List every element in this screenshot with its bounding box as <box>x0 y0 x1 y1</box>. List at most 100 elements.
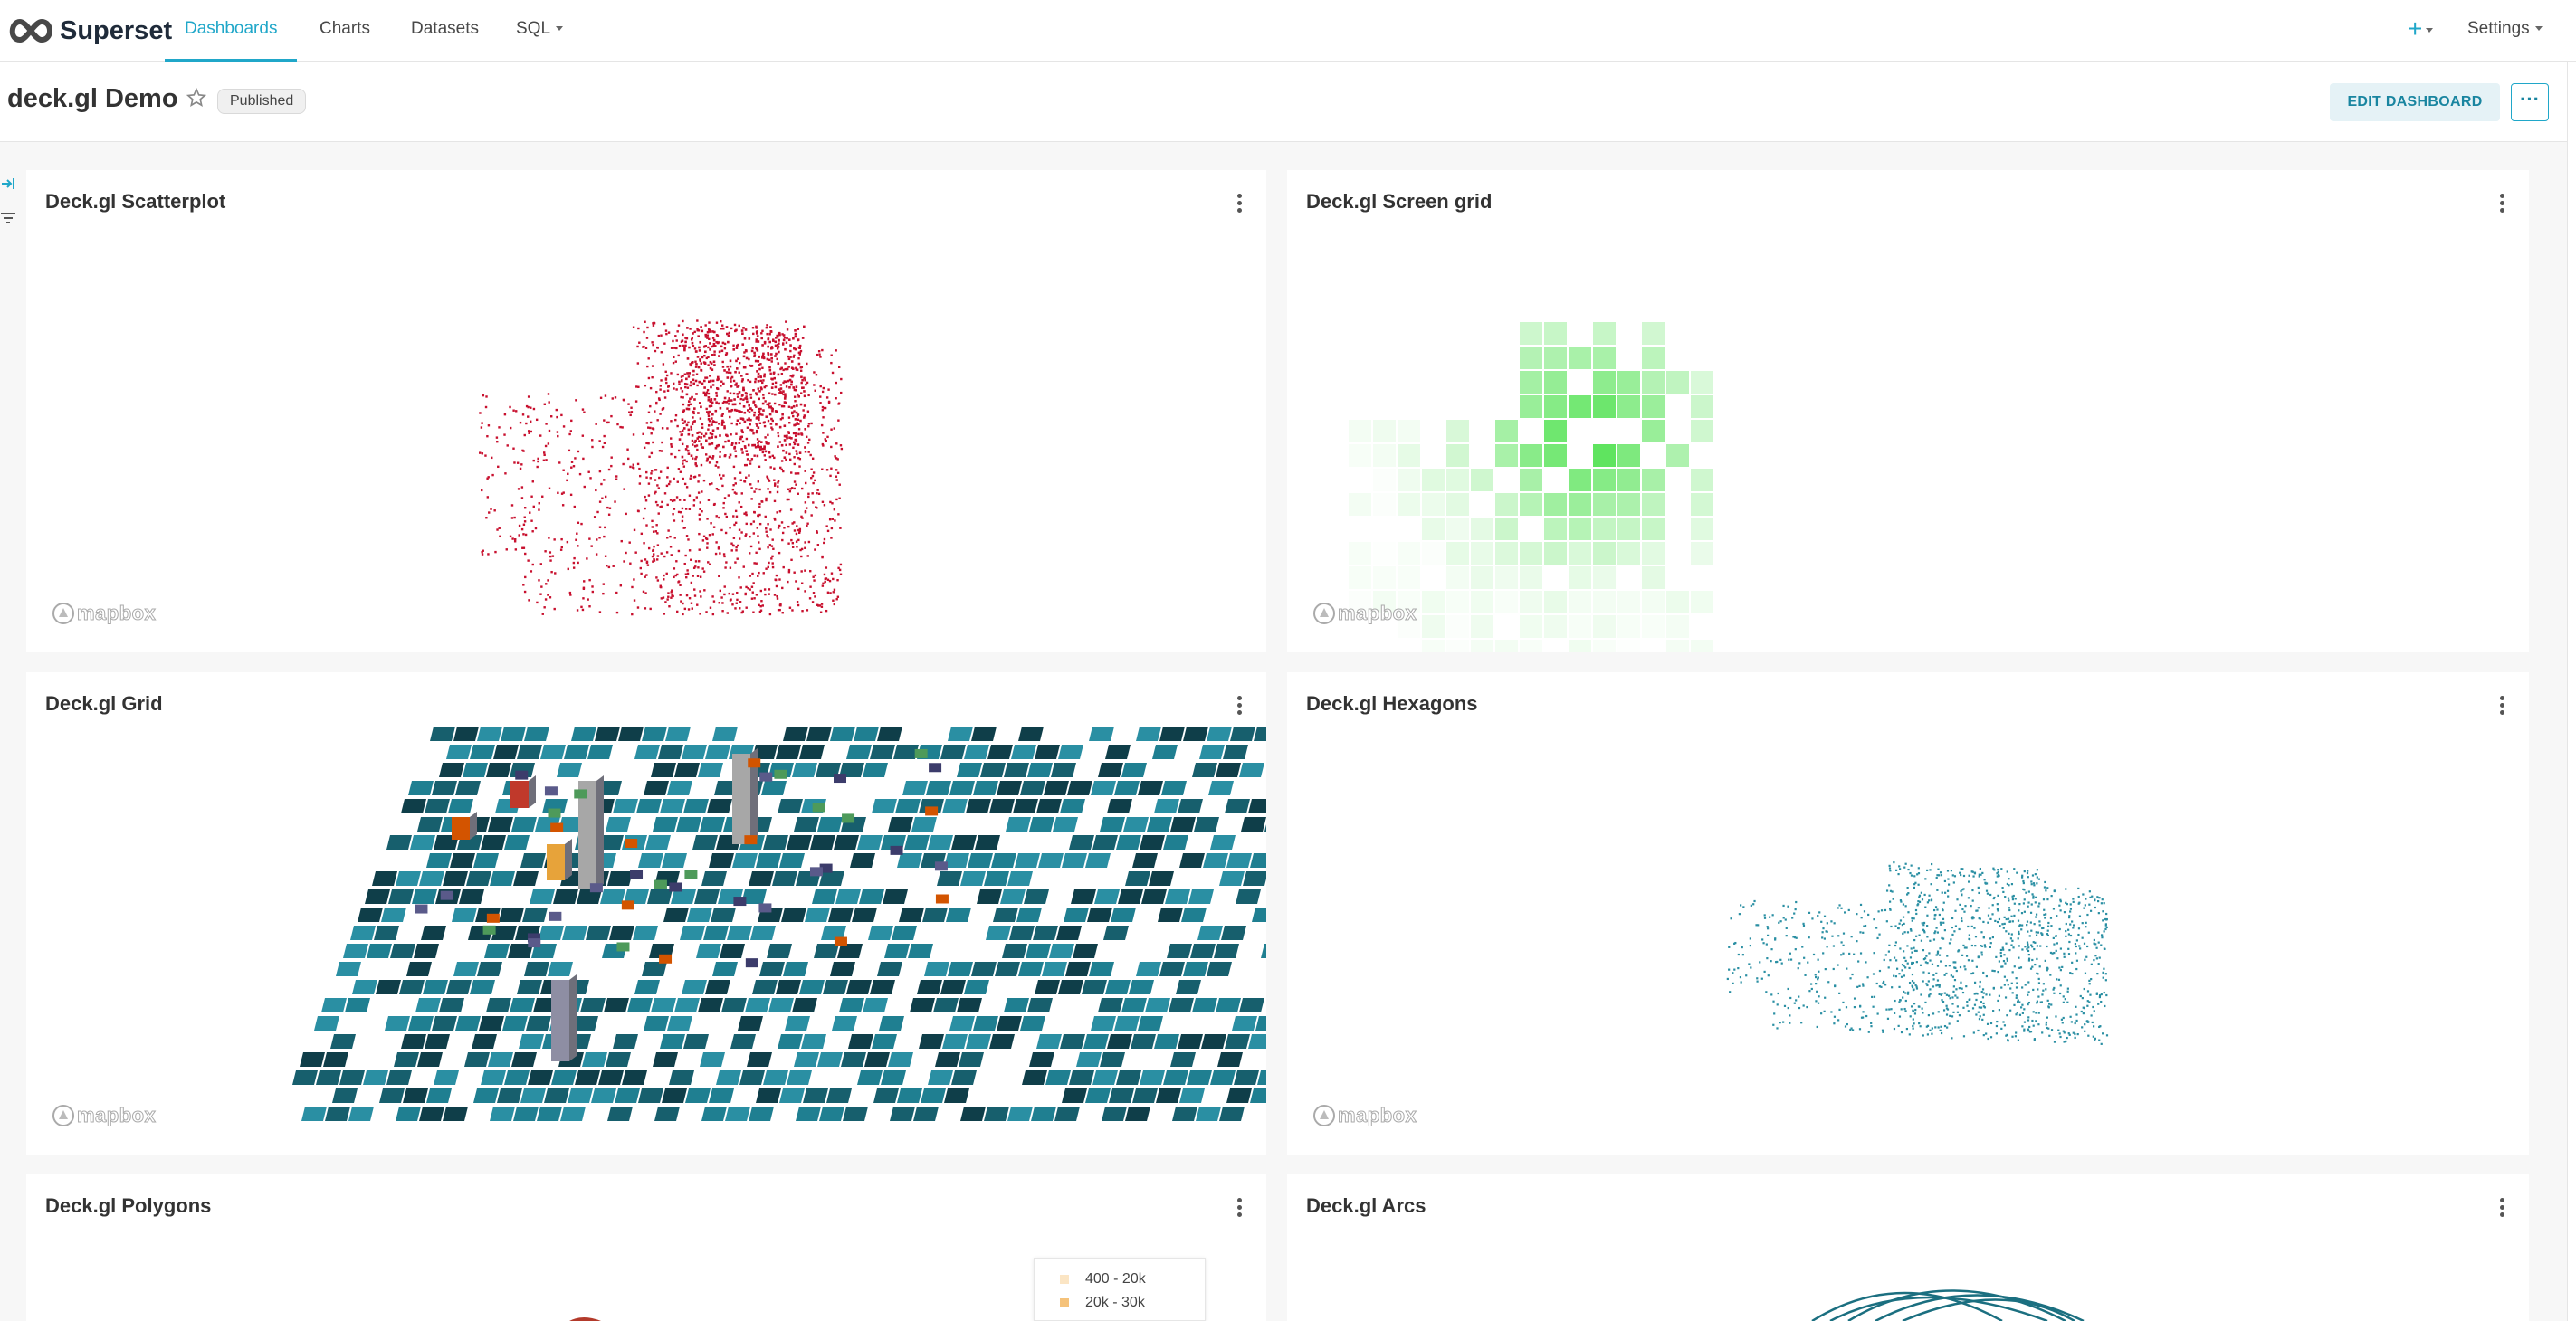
grid-cell <box>1691 591 1713 613</box>
scatter-point <box>652 441 654 444</box>
scatter-point <box>749 535 751 538</box>
grid-column <box>741 889 767 904</box>
nav-charts[interactable]: Charts <box>320 19 370 38</box>
scatter-point <box>665 374 669 377</box>
hexagon <box>2041 933 2044 936</box>
scatter-point <box>780 443 784 447</box>
scatter-point <box>711 345 715 348</box>
chart-menu-icon[interactable] <box>2500 194 2505 215</box>
scatter-point <box>572 465 576 468</box>
expand-filters-icon[interactable] <box>0 176 16 192</box>
scatter-point <box>645 470 648 474</box>
grid-column <box>1085 853 1111 868</box>
grid-column <box>1181 908 1207 922</box>
polygon-map[interactable] <box>26 1174 1266 1321</box>
scatter-point <box>520 486 524 489</box>
scatter-point <box>787 355 790 358</box>
hexagon <box>2029 921 2032 924</box>
chart-menu-icon[interactable] <box>1237 1198 1243 1220</box>
chart-menu-icon[interactable] <box>1237 194 1243 215</box>
scatter-point <box>679 470 682 473</box>
page-scrollbar[interactable] <box>2567 62 2576 1321</box>
scatter-point <box>750 429 754 432</box>
scatter-point <box>795 580 797 583</box>
hexagon <box>2046 925 2050 927</box>
scatter-point <box>804 510 807 514</box>
chart-menu-icon[interactable] <box>2500 696 2505 718</box>
star-icon[interactable] <box>186 88 206 108</box>
brand[interactable]: Superset <box>7 13 172 49</box>
hexagon <box>1763 917 1767 919</box>
scatter-point <box>839 563 843 566</box>
hexagon <box>1780 962 1783 965</box>
scatter-point <box>531 563 534 566</box>
hexagon <box>2034 941 2037 944</box>
scatter-point <box>708 455 711 459</box>
screen-grid-map[interactable] <box>1287 170 2529 652</box>
grid-3d-map[interactable] <box>26 672 1266 1155</box>
hexagon <box>1893 860 1895 864</box>
dashboard-title[interactable]: deck.gl Demo <box>7 84 178 113</box>
scatter-point <box>568 449 571 452</box>
hexagon <box>1844 1025 1847 1028</box>
hexagon <box>1903 974 1906 977</box>
chart-card-grid: Deck.gl Grid mapbox <box>26 672 1266 1155</box>
grid-cell <box>1593 469 1616 491</box>
scatter-point <box>775 423 778 426</box>
hexagon <box>1954 925 1958 927</box>
grid-column <box>1226 853 1252 868</box>
scatter-point <box>833 603 836 606</box>
scatter-point <box>664 377 668 380</box>
settings-menu[interactable]: Settings <box>2467 0 2543 62</box>
add-new-button[interactable]: + <box>2408 0 2434 62</box>
hexagon <box>2027 991 2030 993</box>
scatter-point <box>644 495 646 499</box>
grid-column <box>964 980 989 994</box>
scatter-point <box>778 350 780 354</box>
chart-menu-icon[interactable] <box>1237 696 1243 718</box>
scatter-point <box>640 532 644 536</box>
scatter-point <box>769 353 773 356</box>
edit-dashboard-button[interactable]: EDIT DASHBOARD <box>2330 83 2500 121</box>
nav-dashboards[interactable]: Dashboards <box>165 0 298 62</box>
scatter-point <box>793 388 797 392</box>
hexagon <box>2022 902 2025 905</box>
grid-column <box>379 1088 405 1103</box>
hexagon <box>1771 914 1774 917</box>
hexagon <box>1888 900 1892 903</box>
scatter-point <box>698 474 701 477</box>
grid-cell <box>1446 469 1469 491</box>
chart-menu-icon[interactable] <box>2500 1198 2505 1220</box>
mapbox-logo: mapbox <box>1312 602 1417 625</box>
more-options-button[interactable]: ··· <box>2511 83 2549 121</box>
scatter-point <box>671 499 674 503</box>
scatter-point <box>791 375 794 378</box>
scatter-point <box>532 505 535 508</box>
scatter-point <box>761 344 764 347</box>
nav-sql[interactable]: SQL <box>516 0 564 62</box>
scatter-point <box>698 346 701 349</box>
nav-datasets[interactable]: Datasets <box>411 19 479 38</box>
hexagon <box>2015 977 2018 980</box>
scatter-point <box>778 425 782 429</box>
hexagon <box>1913 938 1916 942</box>
scatter-point <box>614 396 617 399</box>
grid-column <box>767 944 792 958</box>
scatter-point <box>761 413 764 416</box>
scatter-point <box>547 579 549 582</box>
arc-map[interactable] <box>1287 1174 2529 1321</box>
hexagon <box>1940 1031 1943 1035</box>
scatter-map[interactable] <box>26 170 1266 652</box>
scatter-point <box>767 419 770 423</box>
scatter-point <box>731 403 735 406</box>
status-badge[interactable]: Published <box>217 89 307 114</box>
scatter-point <box>816 531 818 534</box>
scatter-point <box>773 594 777 596</box>
hexagon-map[interactable] <box>1287 672 2529 1155</box>
scatter-point <box>632 326 635 328</box>
scatter-point <box>575 538 577 541</box>
hexagon <box>1820 1012 1823 1015</box>
hexagon <box>1893 956 1896 959</box>
filter-icon[interactable] <box>0 210 16 226</box>
grid-column <box>707 799 732 813</box>
